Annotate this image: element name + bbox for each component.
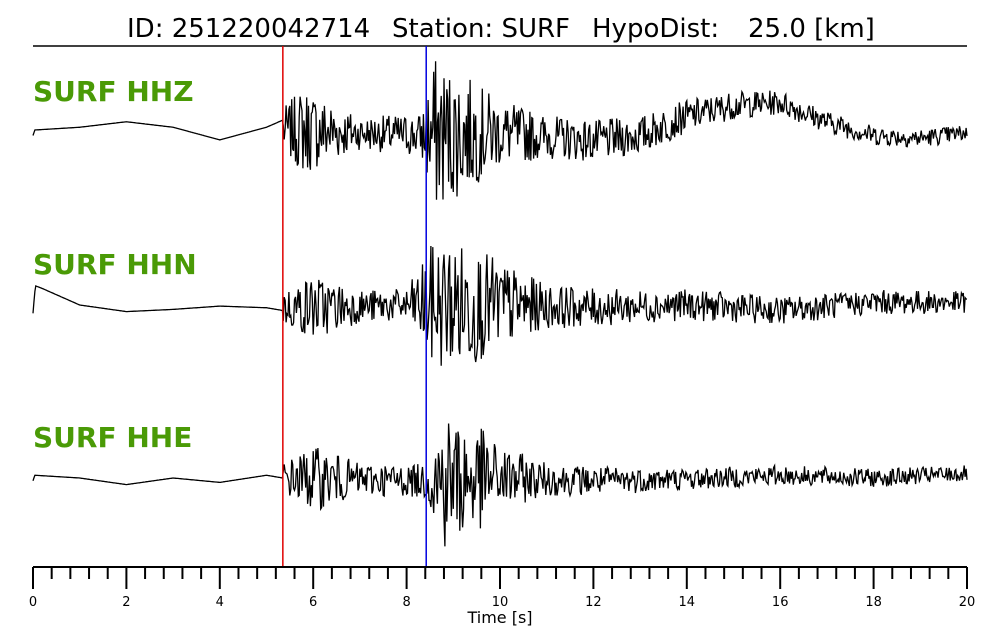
trace-label: SURF HHE [33, 421, 192, 454]
station-text: Station: SURF [392, 14, 570, 44]
x-tick-label: 14 [679, 595, 696, 610]
x-tick-label: 8 [402, 595, 410, 610]
x-axis-label: Time [s] [466, 608, 532, 627]
x-tick-label: 0 [29, 595, 37, 610]
x-tick-label: 20 [959, 595, 976, 610]
x-tick-label: 6 [309, 595, 317, 610]
time-axis: 0 2 4 6 8 10 12 14 16 18 20 [29, 566, 976, 610]
traces-layer [32, 61, 968, 547]
waveform-trace [32, 423, 968, 547]
x-tick-label: 18 [865, 595, 882, 610]
event-id-text: ID: 251220042714 [127, 14, 370, 44]
trace-label: SURF HHN [33, 248, 197, 281]
x-tick-label: 2 [122, 595, 130, 610]
waveform-trace [32, 61, 968, 200]
trace-labels: SURF HHZ SURF HHN SURF HHE [33, 75, 197, 454]
hypodist-label: HypoDist: [592, 14, 719, 44]
waveform-trace [32, 245, 968, 366]
figure-title: ID: 251220042714 Station: SURF HypoDist:… [127, 14, 875, 44]
picks-layer [282, 46, 427, 567]
hypodist-value: 25.0 [km] [748, 14, 875, 44]
x-tick-label: 10 [492, 595, 509, 610]
x-tick-label: 16 [772, 595, 789, 610]
x-tick-label: 12 [585, 595, 602, 610]
trace-label: SURF HHZ [33, 75, 194, 108]
x-tick-label: 4 [216, 595, 224, 610]
